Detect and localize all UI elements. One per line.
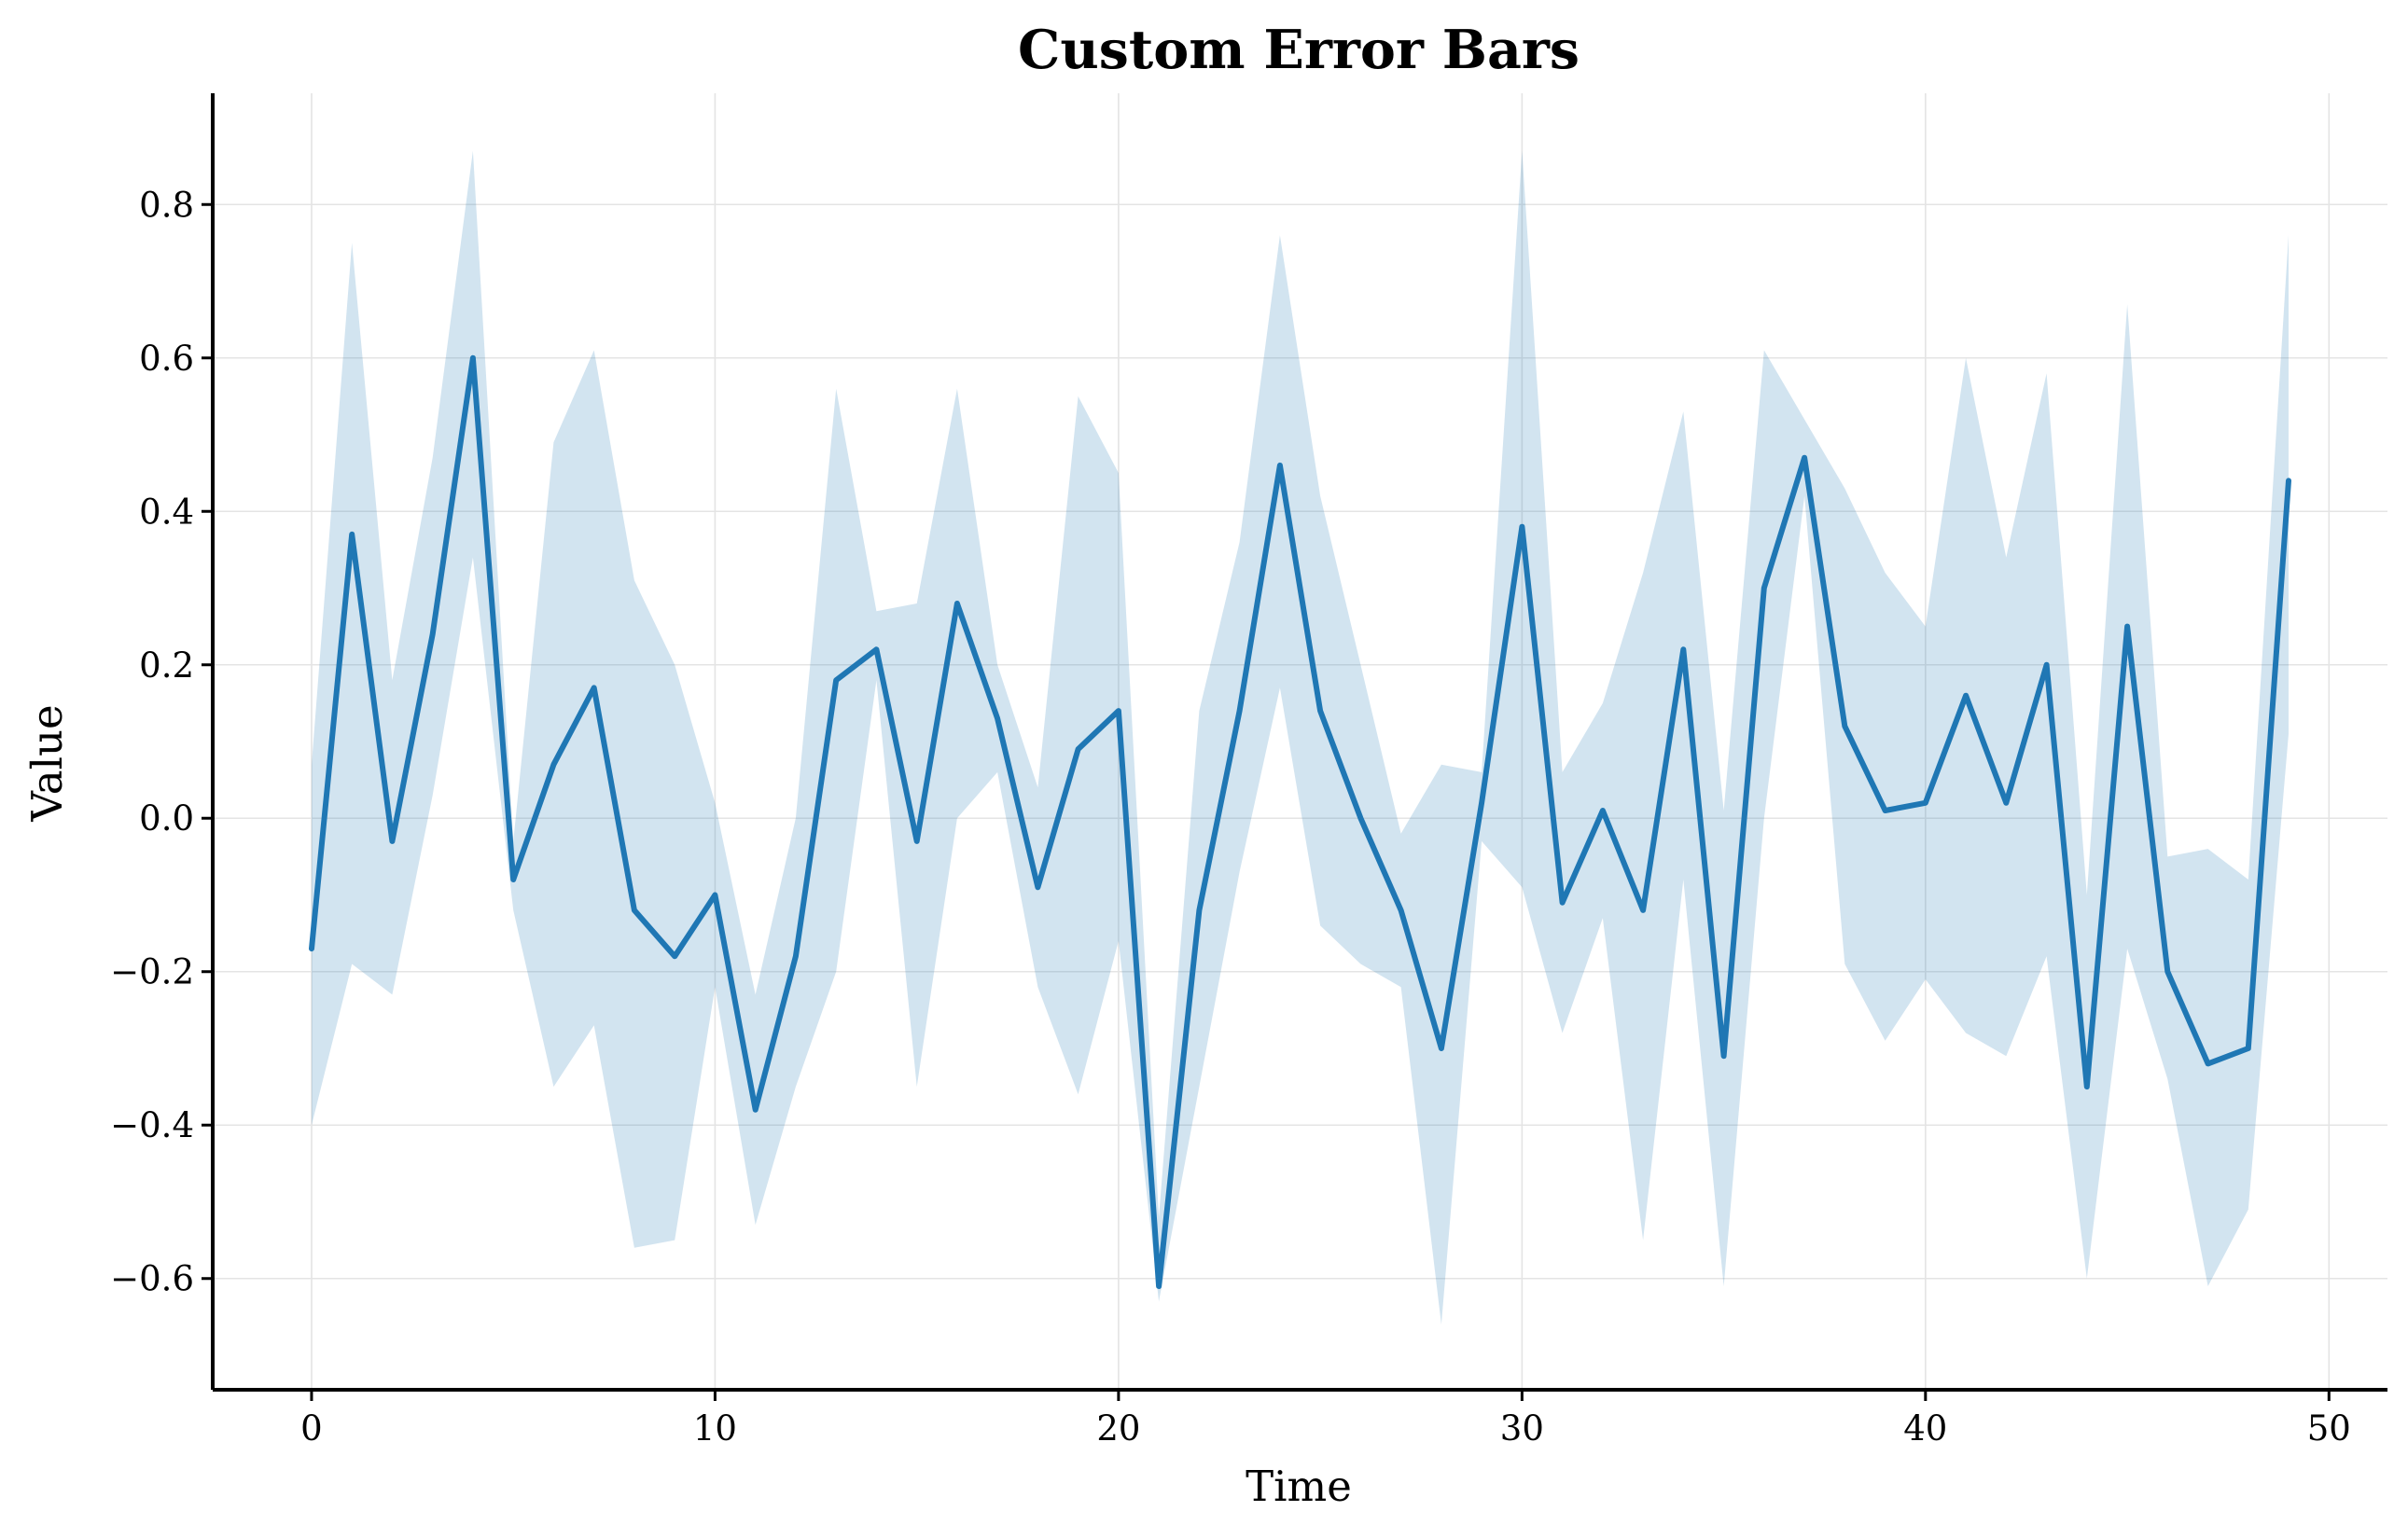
y-tick-label: 0.4 xyxy=(139,492,194,532)
y-axis-label: Value xyxy=(22,704,72,822)
y-tick-label: 0.2 xyxy=(139,645,194,686)
series-line-layer xyxy=(309,354,2291,1289)
chart-title: Custom Error Bars xyxy=(1018,19,1580,81)
y-tick-label: −0.4 xyxy=(110,1105,194,1145)
tick-layer: 0 10 20 30 40 50 −0.6 −0.4 −0.2 0.0 0.2 0.4 0.6 0.8 xyxy=(110,185,2351,1449)
y-tick-label: 0.0 xyxy=(139,798,194,839)
y-tick-label: 0.8 xyxy=(139,185,194,225)
y-tick-label: −0.2 xyxy=(110,952,194,992)
series-line xyxy=(309,354,2291,1289)
x-tick-label: 10 xyxy=(693,1408,737,1449)
error-band-layer xyxy=(312,150,2289,1325)
x-tick-label: 0 xyxy=(300,1408,323,1449)
grid-layer xyxy=(213,93,2387,1390)
x-tick-label: 30 xyxy=(1500,1408,1544,1449)
y-tick-label: 0.6 xyxy=(139,339,194,379)
x-axis-label: Time xyxy=(1246,1462,1352,1511)
axes-layer xyxy=(211,93,2387,1392)
error-band xyxy=(312,150,2289,1325)
x-tick-label: 40 xyxy=(1903,1408,1947,1449)
y-tick-label: −0.6 xyxy=(110,1259,194,1299)
x-tick-label: 20 xyxy=(1096,1408,1140,1449)
x-tick-label: 50 xyxy=(2307,1408,2351,1449)
